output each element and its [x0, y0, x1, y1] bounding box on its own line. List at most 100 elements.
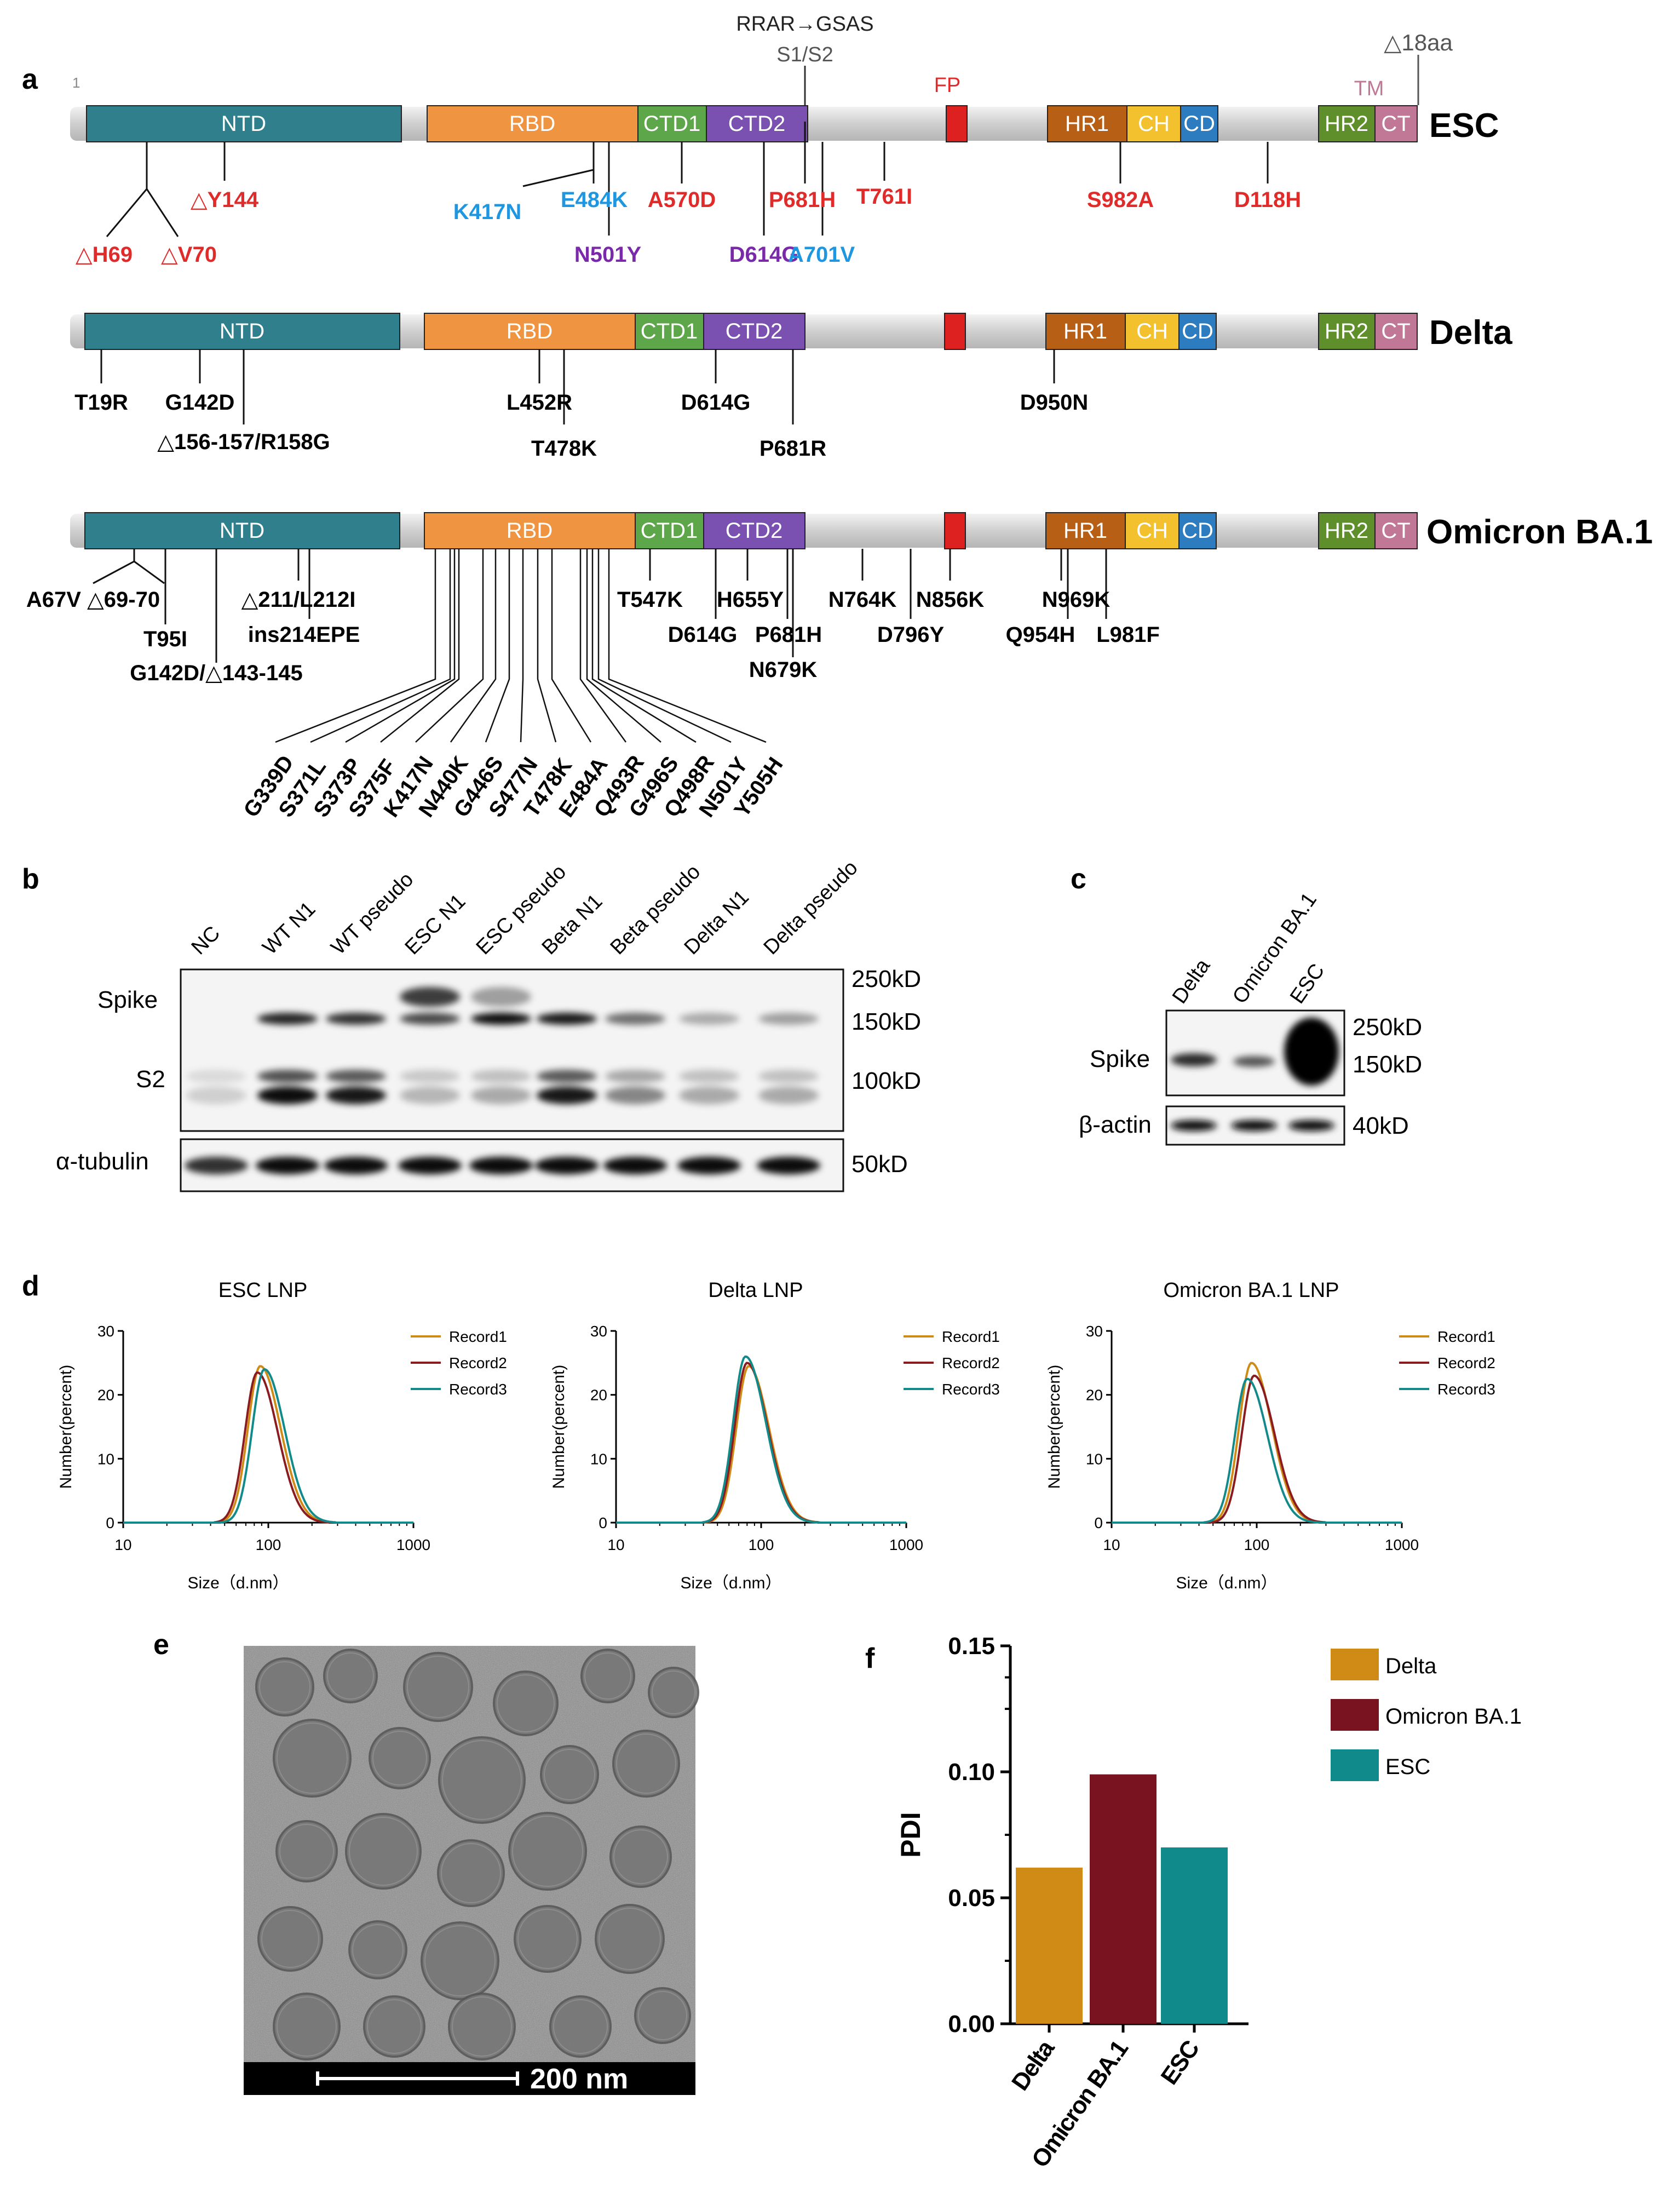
omicron-hr1-domain: [1045, 512, 1126, 549]
delta-ctd2-domain: [703, 313, 806, 350]
esc-mut-y144: △Y144: [191, 188, 259, 212]
omicron-mut-n764k: N764K: [829, 588, 897, 612]
blot-b-s2-band-upper: [679, 1070, 739, 1083]
delta-mutation-lines: [100, 349, 1055, 424]
panel-b-letter: b: [22, 863, 39, 895]
dls-x-axis-label: Size（d.nm）: [187, 1574, 289, 1592]
dls-y-tick-label: 0: [106, 1514, 114, 1531]
blot-c-spike-label: Spike: [1090, 1046, 1150, 1072]
pdi-bar-0: [1016, 1867, 1083, 2024]
blot-c-bands: [1171, 1018, 1339, 1086]
lnp-particle-rim: [544, 1749, 595, 1800]
blot-b-spike-band: [257, 1013, 318, 1025]
esc-domain-bar: NTD RBD CTD1 CTD2 HR1 CH CD HR2 CT: [70, 105, 1418, 142]
blot-b-lane-label: NC: [187, 922, 225, 960]
pdi-y-tick-label: 0.05: [948, 1885, 995, 1912]
blot-b-tubulin-band: [535, 1157, 599, 1174]
dls-series-record2: [1112, 1374, 1402, 1524]
blot-c-marker-40: 40kD: [1353, 1112, 1409, 1139]
dls-legend-label: Record3: [1437, 1381, 1495, 1398]
blot-b-spike-band: [537, 1013, 597, 1025]
dls-y-tick-label: 30: [590, 1323, 607, 1340]
pdi-legend-label: Delta: [1385, 1654, 1437, 1678]
blot-c-actin-bands: [1171, 1120, 1334, 1131]
panel-d-letter: d: [22, 1270, 39, 1302]
fp-top-label: FP: [934, 74, 961, 97]
lnp-particle: [323, 1649, 378, 1703]
omicron-mut-n969k: N969K: [1042, 588, 1111, 612]
omicron-mutation-lines: [93, 549, 1107, 663]
delta-ntd-label: NTD: [220, 319, 264, 343]
dls-legend-label: Record1: [942, 1328, 1000, 1345]
delta-mut-del156: △156-157/R158G: [157, 430, 330, 454]
dls-x-tick-label: 10: [607, 1536, 624, 1553]
esc-ntd-domain: [86, 105, 402, 142]
blot-b-spike-band: [679, 1013, 739, 1025]
esc-rbd-domain: [427, 105, 638, 142]
omicron-domain-bar: NTD RBD CTD1 CTD2 HR1 CH CD HR2 CT: [70, 512, 1418, 549]
blot-b-lane-label: Delta N1: [680, 886, 753, 959]
blot-b-tubulin-label: α-tubulin: [56, 1148, 149, 1175]
esc-ct-label: CT: [1381, 112, 1410, 136]
lnp-particle: [580, 1649, 635, 1703]
esc-ctd2-domain: [706, 105, 808, 142]
omicron-mut-t95i: T95I: [143, 627, 187, 651]
blot-b: [180, 968, 844, 1192]
esc-ctd2-label: CTD2: [728, 112, 785, 136]
delta-cd-domain: [1178, 313, 1217, 350]
delta-mut-l452r: L452R: [507, 391, 572, 415]
dls-x-tick-label: 100: [256, 1536, 281, 1553]
omicron-ch-domain: [1125, 512, 1180, 549]
blot-b-bands: [186, 987, 819, 1104]
blot-b-tubulin-band: [469, 1157, 533, 1174]
blot-b-lane-label: Delta pseudo: [760, 856, 862, 959]
dls-y-tick-label: 10: [1086, 1450, 1103, 1467]
omicron-mut-h655y: H655Y: [717, 588, 784, 612]
blot-b-top-band: [400, 987, 460, 1007]
esc-ctd1-label: CTD1: [643, 112, 700, 136]
rbd-fan-line: [275, 549, 436, 743]
pdi-category-label: ESC: [1156, 2036, 1205, 2090]
lnp-particle: [345, 1813, 422, 1890]
delta-fp-domain: [944, 313, 966, 350]
lnp-particle: [549, 1995, 612, 2058]
dls-y-tick-label: 20: [97, 1387, 114, 1404]
rbd-fan-line: [485, 549, 510, 743]
blot-b-s2-band-upper: [186, 1070, 246, 1083]
esc-mut-n501y: N501Y: [574, 243, 642, 267]
lnp-particle: [273, 1719, 352, 1798]
blot-b-spike-band: [326, 1013, 386, 1025]
tm-top-label: TM: [1354, 77, 1384, 100]
omicron-hr2-domain: [1318, 512, 1376, 549]
blot-b-s2-band: [537, 1087, 597, 1104]
pdi-y-tick-label: 0.15: [948, 1633, 995, 1660]
delta-mut-p681r: P681R: [760, 437, 826, 461]
lnp-particle-rim: [349, 1817, 418, 1886]
esc-mut-v70: △V70: [161, 243, 217, 267]
lnp-particle-rim: [613, 1829, 668, 1884]
blot-b-s2-band-upper: [400, 1070, 460, 1083]
omicron-ctd2-domain: [703, 512, 806, 549]
omicron-mut-a67v: A67V △69-70: [26, 588, 160, 612]
dls-series-record2: [123, 1371, 413, 1524]
rbd-fan-line: [310, 549, 451, 743]
omicron-rbd-label: RBD: [507, 519, 553, 543]
esc-mut-e484k: E484K: [561, 188, 628, 212]
dls-y-axis-label: Number(percent): [57, 1365, 75, 1489]
dls-series-record1: [1112, 1362, 1402, 1524]
dls-legend-label: Record1: [449, 1328, 507, 1345]
lnp-particle: [514, 1905, 582, 1973]
omicron-ct-domain: [1374, 512, 1418, 549]
esc-mut-d118h: D118H: [1234, 188, 1301, 212]
pdi-bar-chart: 0.00 0.05 0.10 0.15 PDI Delta Omicron BA.1 ESC D…: [895, 1633, 1522, 2172]
delta-ch-domain: [1125, 313, 1180, 350]
rbd-fan-line: [537, 549, 557, 743]
lnp-particle-rim: [512, 1816, 583, 1887]
blot-b-tubulin-band: [398, 1157, 462, 1174]
pdi-y-tick-label: 0.00: [948, 2011, 995, 2037]
dls-series-record2: [616, 1362, 906, 1524]
blot-b-lane-label: ESC N1: [401, 890, 470, 960]
